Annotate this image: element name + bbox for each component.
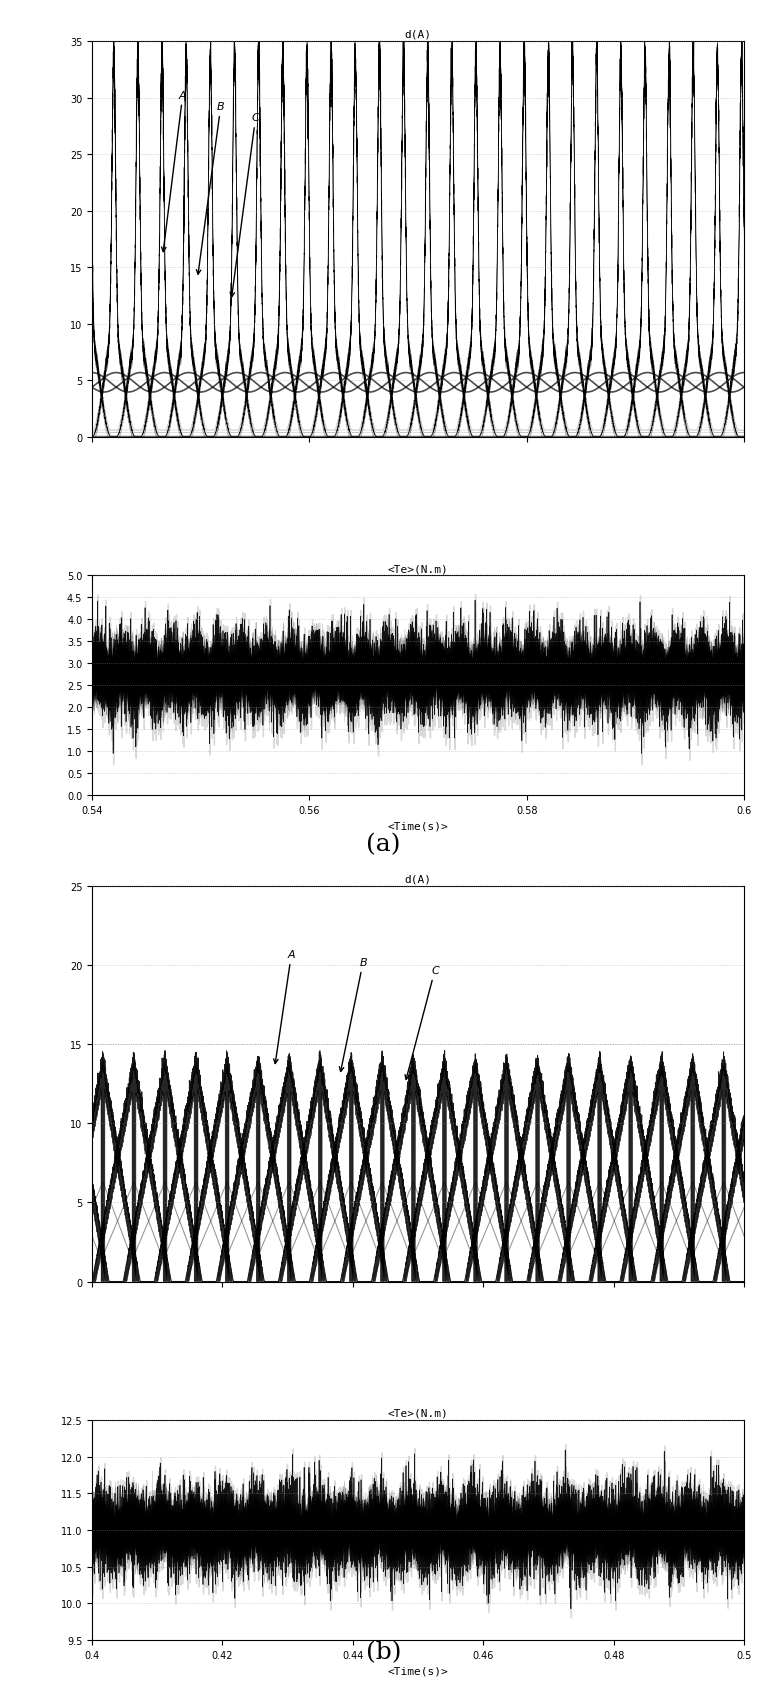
Text: C: C: [405, 965, 439, 1080]
X-axis label: <Time(s)>: <Time(s)>: [387, 1665, 449, 1675]
Title: d(A): d(A): [404, 30, 432, 40]
Text: (b): (b): [366, 1640, 401, 1663]
X-axis label: <Time(s)>: <Time(s)>: [387, 821, 449, 831]
Text: A: A: [162, 91, 186, 252]
Text: A: A: [274, 949, 295, 1065]
Text: B: B: [196, 103, 225, 276]
Text: B: B: [339, 957, 367, 1071]
Text: (a): (a): [367, 833, 400, 856]
Title: <Te>(N.m): <Te>(N.m): [387, 1408, 449, 1418]
Text: C: C: [230, 113, 259, 298]
Title: d(A): d(A): [404, 875, 432, 885]
Title: <Te>(N.m): <Te>(N.m): [387, 563, 449, 574]
